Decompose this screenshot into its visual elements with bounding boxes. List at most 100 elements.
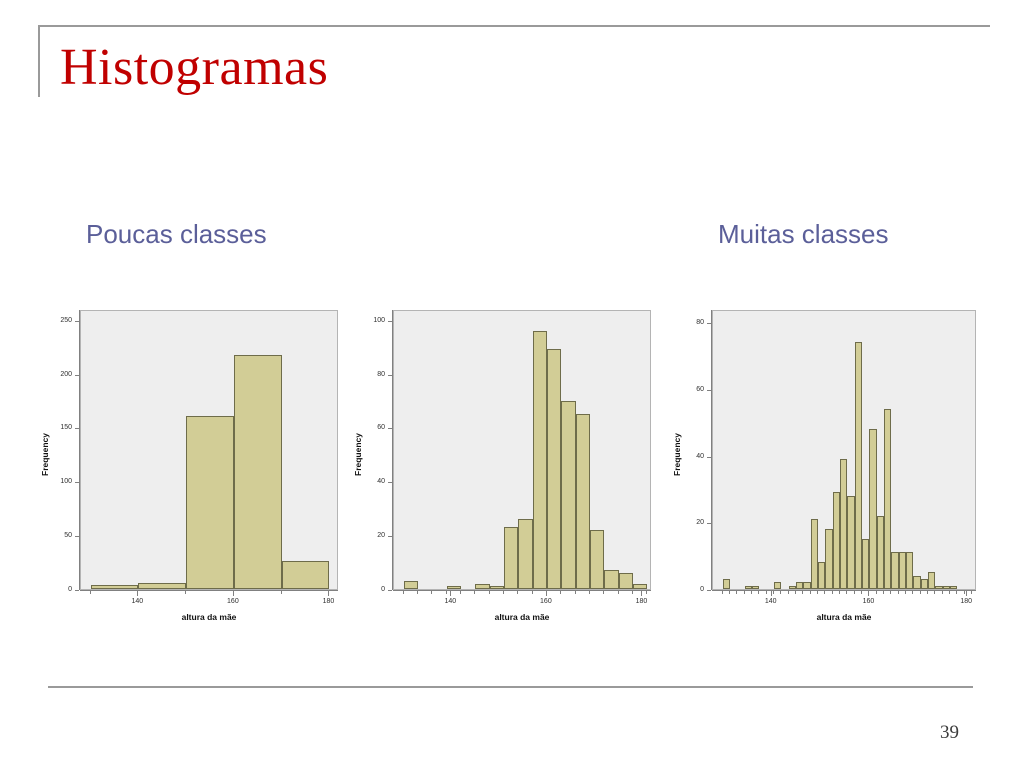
x-axis-tick	[770, 591, 772, 596]
y-axis-tick	[388, 320, 392, 322]
x-axis-minor-tick	[416, 591, 418, 594]
y-axis-tick-label: 50	[64, 532, 72, 540]
x-axis-minor-tick	[445, 591, 447, 594]
plot-area	[80, 310, 338, 590]
histogram-bar	[489, 586, 504, 589]
y-axis-tick	[75, 428, 79, 430]
x-axis-minor-tick	[758, 591, 760, 594]
x-axis-tick-label: 140	[764, 598, 777, 605]
y-axis-tick	[388, 590, 392, 591]
x-axis-tick-label: 160	[540, 598, 552, 605]
histogram-bar	[138, 582, 187, 589]
y-axis-tick	[707, 456, 711, 458]
x-axis-minor-tick	[941, 591, 943, 594]
x-axis-tick	[328, 591, 330, 596]
y-axis-title: Frequency	[672, 433, 682, 476]
x-axis-minor-tick	[89, 591, 91, 594]
x-axis-minor-tick	[474, 591, 476, 594]
x-axis-title: altura da mãe	[494, 612, 550, 622]
x-axis-minor-tick	[431, 591, 433, 594]
histogram-many-classes: 0 20 40 60 80 140 160 180 altura da mãe Frequency	[672, 300, 982, 622]
x-axis-line	[712, 590, 976, 591]
y-axis-tick-label: 20	[696, 519, 704, 527]
histogram-bar	[561, 400, 576, 589]
y-axis-tick	[75, 374, 79, 376]
bar-series	[713, 311, 975, 589]
footer-divider	[48, 686, 973, 688]
x-axis-minor-tick	[919, 591, 921, 594]
x-axis-minor-tick	[963, 591, 965, 594]
page-number: 39	[940, 722, 959, 743]
histogram-bar	[847, 495, 855, 589]
histogram-bar	[928, 572, 936, 589]
histogram-bar	[618, 572, 633, 589]
y-axis-tick-label: 80	[696, 319, 704, 327]
x-axis-tick	[641, 591, 643, 596]
histogram-bar	[935, 585, 943, 589]
histogram-bar	[575, 414, 590, 589]
caption-few-classes: Poucas classes	[86, 219, 267, 249]
x-axis-minor-tick	[280, 591, 282, 594]
y-axis-tick-label: 0	[68, 586, 72, 593]
histogram-bar	[906, 552, 914, 589]
x-axis-minor-tick	[617, 591, 619, 594]
y-axis-tick	[75, 536, 79, 538]
y-axis-tick-label: 0	[381, 586, 385, 593]
histogram-bar	[722, 579, 731, 589]
histogram-bar	[632, 583, 648, 589]
x-axis-minor-tick	[971, 591, 973, 594]
x-axis-minor-tick	[531, 591, 533, 594]
histogram-bar	[446, 586, 461, 589]
x-axis-minor-tick	[574, 591, 576, 594]
x-axis-tick	[868, 591, 870, 596]
y-axis-tick	[707, 390, 711, 391]
x-axis-minor-tick	[646, 591, 648, 594]
x-axis-tick-label: 160	[227, 598, 239, 605]
histogram-bar	[854, 342, 863, 589]
x-axis-tick-label: 160	[862, 598, 875, 605]
histogram-bar	[518, 519, 533, 589]
histogram-bar	[891, 552, 899, 589]
histogram-bar	[950, 585, 958, 589]
y-axis-title: Frequency	[40, 433, 50, 476]
bar-series	[81, 311, 337, 589]
x-axis-tick	[137, 591, 139, 596]
x-axis-minor-tick	[502, 591, 504, 594]
histogram-bar	[810, 519, 819, 589]
histogram-bar	[840, 459, 848, 589]
x-axis-minor-tick	[905, 591, 907, 594]
histogram-bar	[898, 552, 907, 589]
x-axis-minor-tick	[603, 591, 605, 594]
x-axis-minor-tick	[631, 591, 633, 594]
histogram-bar	[503, 527, 519, 589]
histogram-bar	[589, 529, 605, 589]
x-axis-minor-tick	[743, 591, 745, 594]
x-axis-minor-tick	[560, 591, 562, 594]
y-axis-tick	[75, 590, 79, 591]
x-axis-minor-tick	[861, 591, 863, 594]
x-axis-minor-tick	[736, 591, 738, 594]
caption-many-classes: Muitas classes	[718, 219, 889, 249]
histogram-bar	[920, 579, 929, 589]
x-axis-tick	[450, 591, 452, 596]
y-axis-tick-label: 0	[700, 586, 704, 593]
x-axis-minor-tick	[883, 591, 885, 594]
x-axis-line	[80, 590, 338, 591]
header-divider	[38, 25, 990, 27]
y-axis-tick	[388, 536, 392, 538]
histogram-bar	[233, 355, 282, 589]
y-axis-tick-label: 80	[377, 370, 385, 378]
x-axis-minor-tick	[890, 591, 892, 594]
x-axis-minor-tick	[402, 591, 404, 594]
x-axis-minor-tick	[897, 591, 899, 594]
histogram-bar	[869, 429, 877, 589]
x-axis-tick	[232, 591, 234, 596]
x-axis-tick-label: 180	[635, 598, 648, 605]
x-axis-minor-tick	[949, 591, 951, 594]
bar-series	[394, 311, 650, 589]
x-axis-minor-tick	[831, 591, 833, 594]
x-axis-tick-label: 180	[960, 598, 973, 605]
y-axis-title: Frequency	[353, 433, 363, 476]
x-axis-minor-tick	[780, 591, 782, 594]
